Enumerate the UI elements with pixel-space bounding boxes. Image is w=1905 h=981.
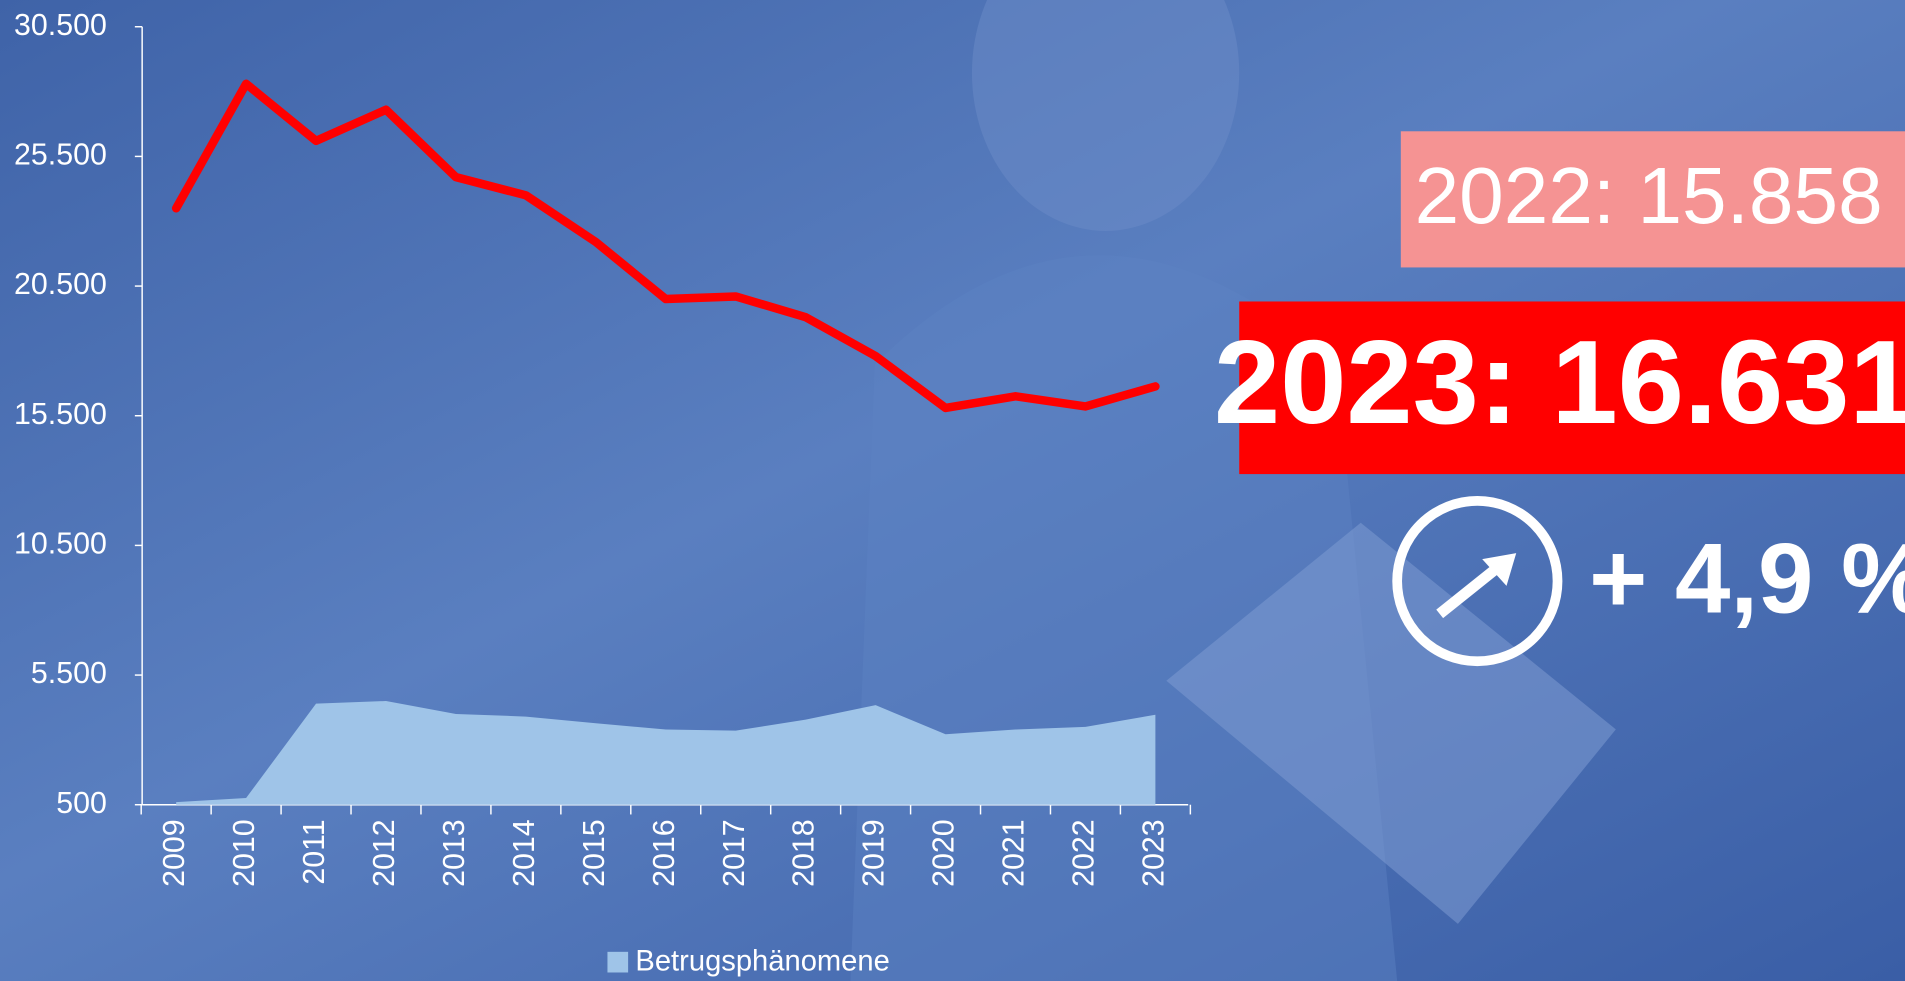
x-tick-label: 2011 [297, 819, 331, 884]
x-tick-label: 2021 [997, 819, 1031, 887]
x-tick-label: 2010 [227, 819, 261, 887]
x-tick-label: 2022 [1066, 819, 1100, 887]
page: {"chart_data": {"type": "line", "categor… [0, 0, 1905, 981]
x-tick-label: 2015 [577, 819, 611, 887]
y-tick-label: 15.500 [14, 397, 107, 431]
x-tick-label: 2017 [717, 819, 751, 887]
x-tick-label: 2009 [157, 819, 191, 887]
x-tick-label: 2013 [437, 819, 471, 887]
x-tick-label: 2019 [857, 819, 891, 887]
legend-label: Betrugsphänomene [635, 945, 889, 977]
x-tick-label: 2018 [787, 819, 821, 887]
annotation-change: + 4,9 % [1589, 523, 1905, 634]
x-tick-label: 2020 [927, 819, 961, 887]
y-tick-label: 10.500 [14, 526, 107, 560]
y-tick-label: 500 [56, 786, 107, 820]
y-tick-label: 25.500 [14, 137, 107, 171]
chart: 2022: 15.858 2023: 16.631 + 4,9 % 500 5.5… [0, 0, 1905, 981]
x-tick-label: 2014 [507, 819, 541, 887]
y-tick-label: 5.500 [31, 656, 107, 690]
annotation-current: 2023: 16.631 [1214, 316, 1905, 449]
y-tick-label: 30.500 [14, 8, 107, 42]
annotation-previous: 2022: 15.858 [1415, 150, 1883, 240]
x-tick-label: 2012 [367, 819, 401, 887]
legend-swatch [607, 952, 628, 973]
x-tick-label: 2023 [1136, 819, 1170, 887]
y-tick-label: 20.500 [14, 267, 107, 301]
x-tick-label: 2016 [647, 819, 681, 887]
